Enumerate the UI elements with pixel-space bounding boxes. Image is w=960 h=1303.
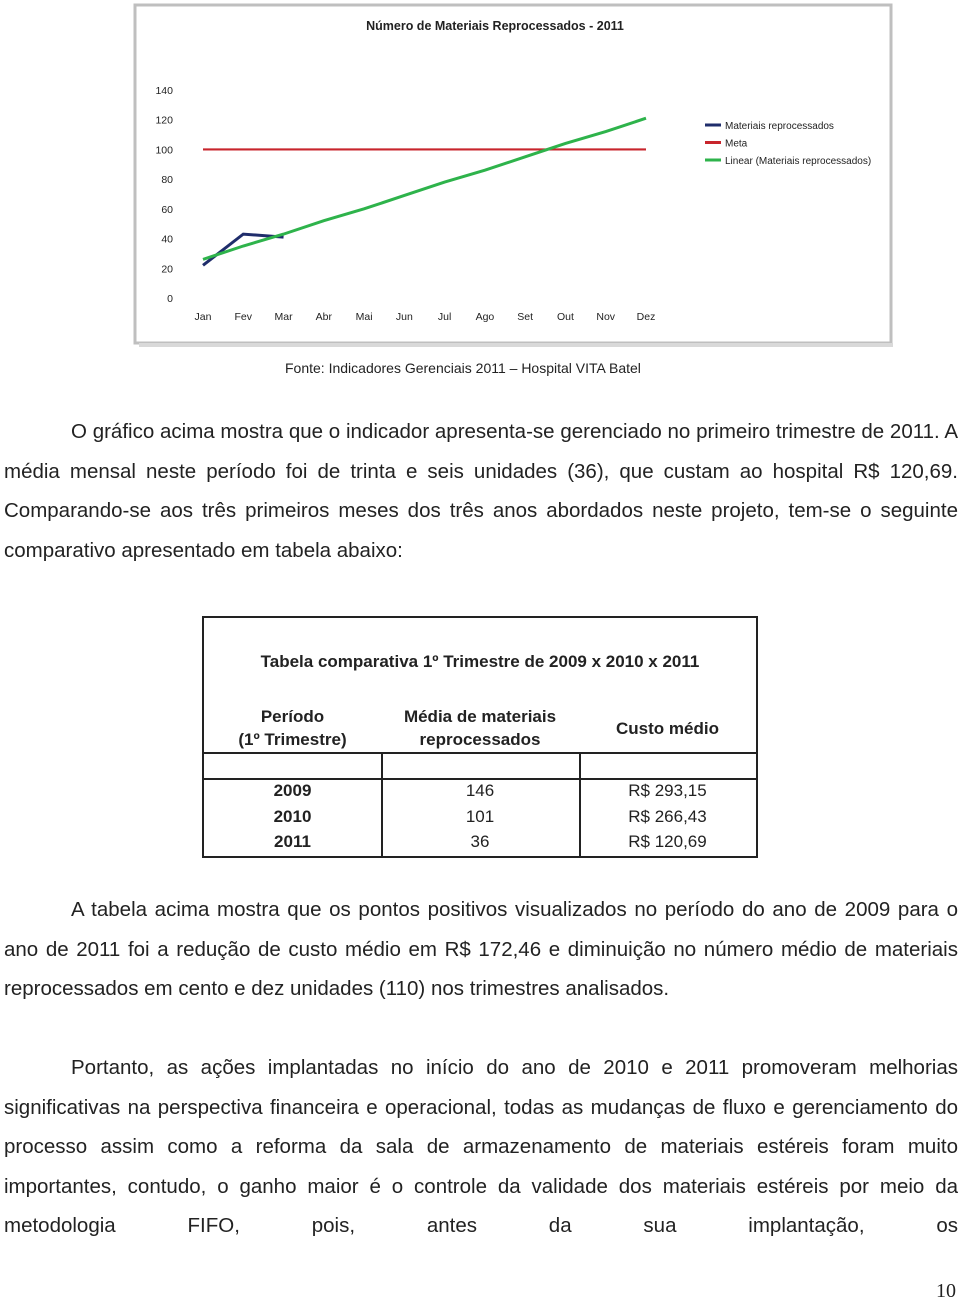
y-tick-label: 140 — [155, 85, 173, 97]
page-number: 10 — [936, 1280, 956, 1302]
y-tick-label: 100 — [155, 144, 173, 156]
chart-title: Número de Materiais Reprocessados - 2011 — [366, 19, 624, 33]
table-cell: R$ 120,69 — [628, 832, 707, 851]
rule — [204, 752, 756, 754]
column-header: Custo médio — [616, 718, 719, 738]
table-cell: 2009 — [273, 781, 312, 800]
chart-frame — [133, 3, 893, 345]
rule — [204, 778, 756, 780]
legend-label: Linear (Materiais reprocessados) — [725, 156, 871, 167]
x-tick-label: Abr — [316, 311, 333, 323]
x-tick-label: Fev — [235, 311, 253, 323]
rule — [381, 752, 383, 856]
caption: Fonte: Indicadores Gerenciais 2011 – Hos… — [285, 360, 641, 376]
paragraph: A tabela acima mostra que os pontos posi… — [4, 898, 958, 1001]
y-tick-label: 80 — [161, 174, 173, 186]
x-tick-label: Out — [557, 311, 574, 323]
table-title: Tabela comparativa 1º Trimestre de 2009 … — [260, 652, 700, 671]
table-cell: 2011 — [274, 832, 311, 851]
table-cell: 101 — [465, 806, 495, 826]
y-tick-label: 0 — [167, 293, 173, 305]
x-tick-label: Mar — [274, 311, 293, 323]
x-tick-label: Ago — [476, 311, 495, 323]
chart: Número de Materiais Reprocessados - 2011… — [133, 3, 893, 347]
paragraph: Portanto, as ações implantadas no início… — [4, 1056, 958, 1238]
x-tick-label: Jul — [438, 311, 451, 323]
paragraph: O gráfico acima mostra que o indicador a… — [4, 420, 958, 562]
x-tick-label: Dez — [637, 311, 656, 323]
x-tick-label: Set — [517, 311, 533, 323]
y-tick-label: 20 — [161, 263, 173, 275]
column-header: (1º Trimestre) — [238, 730, 347, 749]
table-cell: R$ 266,43 — [628, 806, 707, 826]
table-cell: 36 — [470, 832, 490, 851]
table-cell: 2010 — [273, 806, 312, 826]
chart-shadow — [139, 343, 893, 347]
x-tick-label: Jan — [195, 311, 212, 323]
table: Tabela comparativa 1º Trimestre de 2009 … — [202, 616, 758, 858]
series-line — [202, 116, 647, 261]
table-cell: 146 — [465, 781, 495, 800]
x-tick-label: Nov — [596, 311, 615, 323]
column-header: reprocessados — [419, 730, 541, 749]
column-header: Média de materiais — [403, 707, 557, 726]
x-tick-label: Mai — [356, 311, 373, 323]
rule — [579, 752, 581, 856]
x-tick-label: Jun — [396, 311, 413, 323]
legend-label: Meta — [725, 139, 748, 150]
table-cell: R$ 293,15 — [628, 781, 707, 800]
y-tick-label: 60 — [161, 204, 173, 216]
y-tick-label: 40 — [161, 234, 173, 246]
y-tick-label: 120 — [155, 115, 173, 127]
column-header: Período — [260, 707, 325, 726]
legend-label: Materiais reprocessados — [725, 121, 834, 132]
